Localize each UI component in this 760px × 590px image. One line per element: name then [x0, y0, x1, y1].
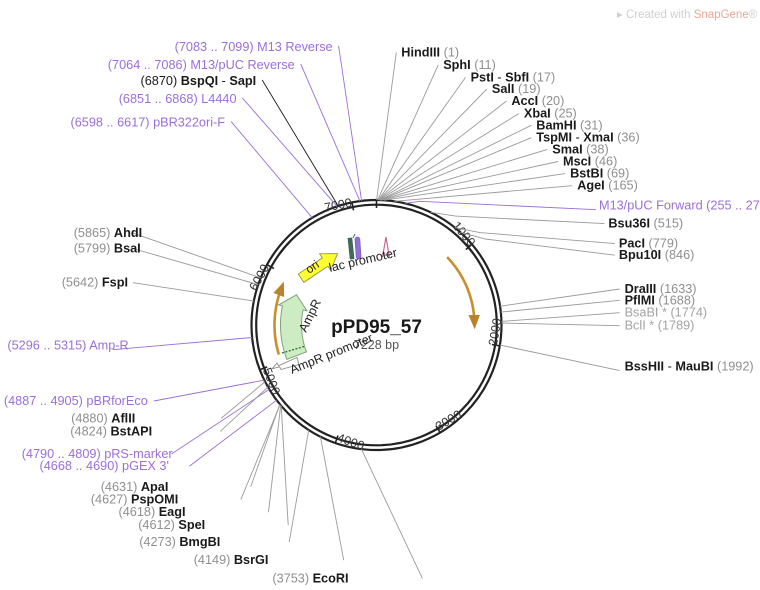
svg-text:(5642) FspI: (5642) FspI	[62, 276, 128, 290]
svg-text:(5296 .. 5315) Amp-R: (5296 .. 5315) Amp-R	[7, 339, 128, 353]
svg-text:(4612) SpeI: (4612) SpeI	[138, 518, 205, 532]
svg-text:pPD95_57: pPD95_57	[331, 317, 422, 338]
svg-text:(4824) BstAPI: (4824) BstAPI	[70, 424, 152, 438]
svg-text:(5865) AhdI: (5865) AhdI	[74, 226, 142, 240]
svg-text:(6598 .. 6617) pBR322ori-F: (6598 .. 6617) pBR322ori-F	[71, 115, 226, 129]
svg-text:(7083 .. 7099) M13 Reverse: (7083 .. 7099) M13 Reverse	[175, 40, 333, 54]
svg-text:M13/pUC Forward (255 .. 277): M13/pUC Forward (255 .. 277)	[599, 199, 760, 213]
svg-text:(4273) BmgBI: (4273) BmgBI	[139, 535, 220, 549]
svg-text:(4880) AflII: (4880) AflII	[71, 411, 135, 425]
svg-text:lac promoter: lac promoter	[328, 246, 399, 275]
svg-text:BssHII - MauBI (1992): BssHII - MauBI (1992)	[625, 360, 754, 374]
svg-text:(4668 .. 4690) pGEX 3': (4668 .. 4690) pGEX 3'	[40, 459, 169, 473]
svg-text:Bpu10I (846): Bpu10I (846)	[619, 248, 694, 262]
svg-text:(5799) BsaI: (5799) BsaI	[74, 242, 141, 256]
svg-text:(6851 .. 6868) L4440: (6851 .. 6868) L4440	[119, 92, 237, 106]
svg-text:(4618) EagI: (4618) EagI	[119, 505, 186, 519]
svg-text:Bsu36I (515): Bsu36I (515)	[608, 217, 683, 231]
svg-text:5000: 5000	[260, 366, 283, 397]
svg-text:(4887 .. 4905) pBRforEco: (4887 .. 4905) pBRforEco	[4, 394, 148, 408]
svg-text:(6870) BspQI - SapI: (6870) BspQI - SapI	[141, 74, 257, 88]
svg-text:(3753) EcoRI: (3753) EcoRI	[272, 571, 348, 585]
svg-text:AgeI (165): AgeI (165)	[577, 179, 638, 193]
svg-text:(4149) BsrGI: (4149) BsrGI	[194, 553, 269, 567]
svg-text:BclI * (1789): BclI * (1789)	[625, 319, 695, 333]
svg-text:(7064 .. 7086) M13/pUC Reverse: (7064 .. 7086) M13/pUC Reverse	[108, 58, 295, 72]
svg-text:BsaBI * (1774): BsaBI * (1774)	[625, 306, 708, 320]
